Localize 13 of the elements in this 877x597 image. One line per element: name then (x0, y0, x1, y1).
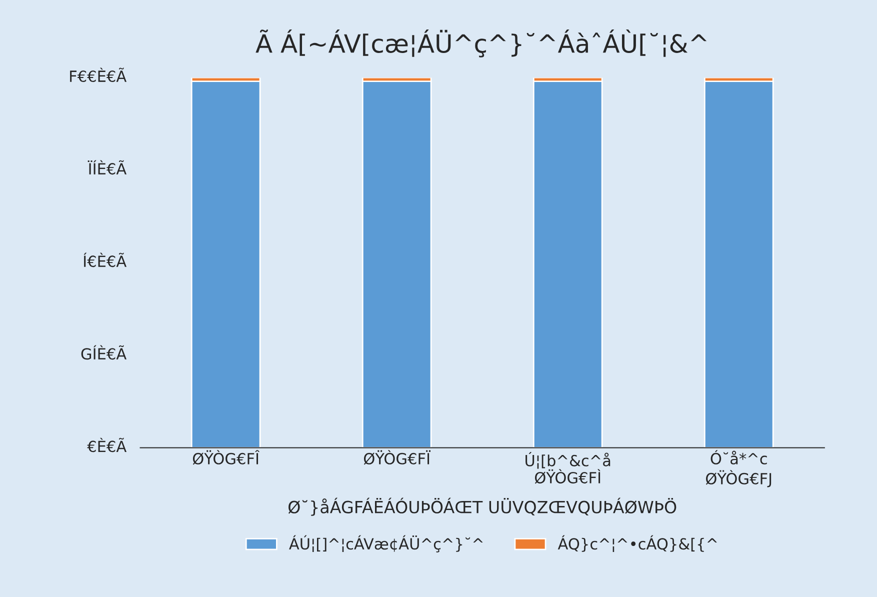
x-tick-label: Ú¦[b^&c^å ØŸÒG€FÌ (526, 452, 610, 484)
text: F€€È€Ã (70, 68, 127, 82)
text: ÏÍÈ€Ã (88, 160, 127, 175)
x-tick-label: ØŸÒG€FÎ (192, 450, 260, 465)
chart-title: Ã Á[~ÁV[cæ¦ÁÜ^ç^}˘^ÁàˆÁÙ[˘¦&^ (256, 29, 707, 58)
x-axis-title: Ø˘}åÁGFÁËÁÓUÞÖÁŒT UÜVQZŒVQUÞÁØWÞÖ (288, 498, 676, 516)
text: GÍÈ€Ã (81, 345, 127, 360)
legend-label: ÁÚ¦[]^¦cÁVæ¢ÁÜ^ç^}˘^ (289, 535, 483, 552)
x-tick-label: Ó˘å*^c ØŸÒG€FJ (706, 450, 772, 488)
x-tick-label: ØŸÒG€FÏ (364, 450, 430, 465)
text: €È€Ã (87, 438, 127, 452)
text: Í€È€Ã (84, 252, 127, 268)
legend-label: ÁQ}c^¦^•cÁQ}&[{^ (558, 535, 717, 552)
